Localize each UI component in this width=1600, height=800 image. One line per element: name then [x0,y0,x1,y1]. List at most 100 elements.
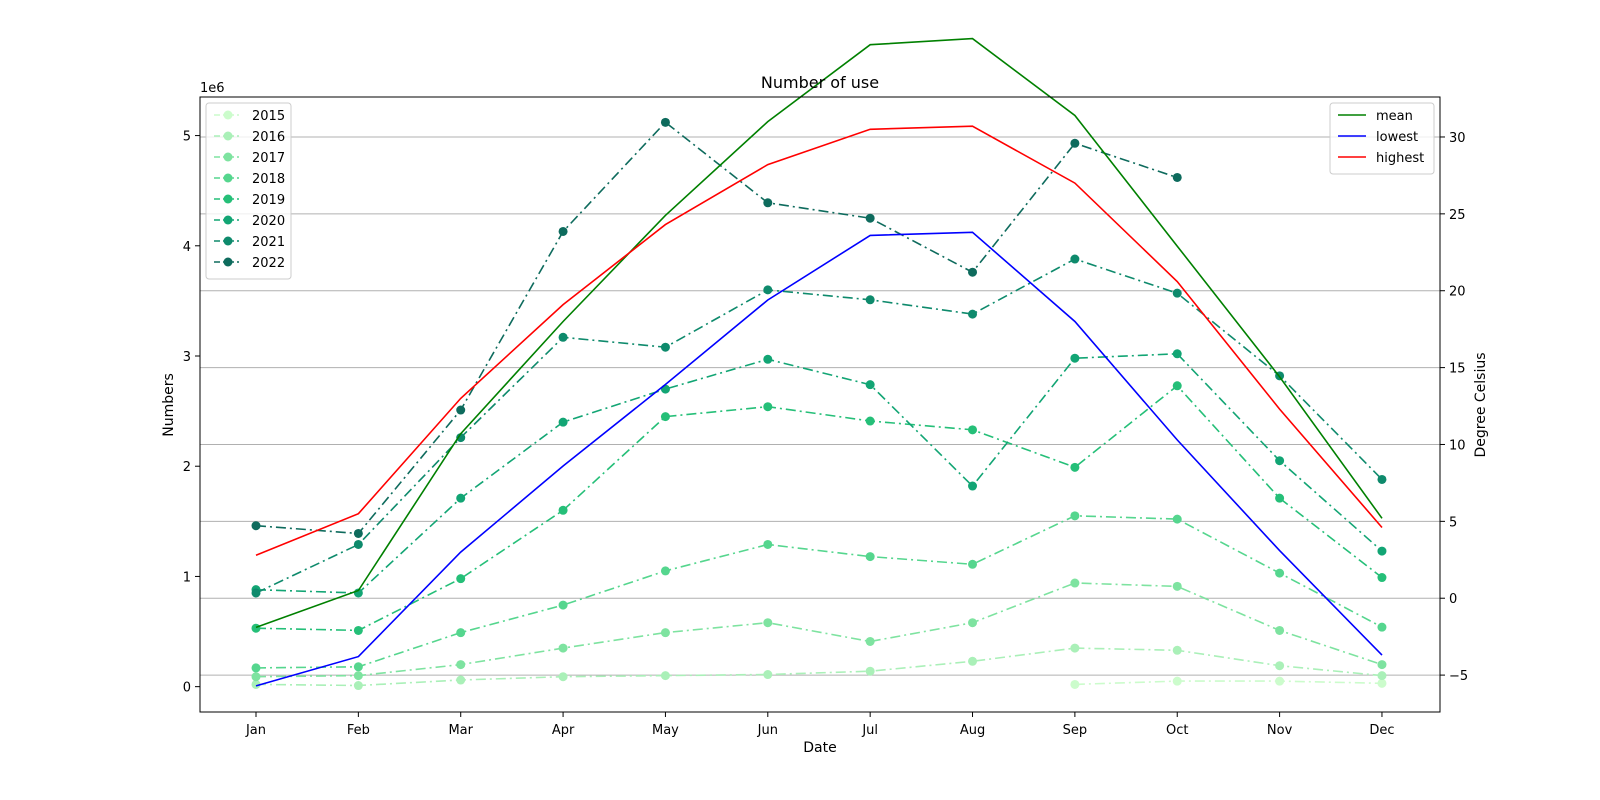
legend-marker [223,110,233,120]
point-2018 [353,662,363,672]
legend-label: mean [1376,109,1413,124]
point-2020 [660,384,670,394]
point-2017 [1377,660,1387,670]
point-2021 [865,295,875,305]
legend-frame [205,102,292,280]
point-2021 [660,342,670,352]
legend-label: 2015 [252,109,285,124]
y-tick-label: 2 [183,460,191,475]
point-2018 [763,539,773,549]
legend-marker [223,236,233,246]
point-2022 [968,267,978,277]
legend-label: 2019 [252,193,285,208]
point-2019 [456,574,466,584]
series-line-2018 [255,514,1383,669]
point-2019 [1070,462,1080,472]
x-axis: Jan Feb Mar Apr May Jun Jul Aug Sep Oct Nov Dec [245,712,1395,738]
legend-label: 2020 [252,214,285,229]
point-2020 [558,417,568,427]
point-2019 [865,416,875,426]
legend-label: 2018 [252,172,285,187]
legend-label: 2016 [252,130,285,145]
y-right-tick-label: 30 [1449,131,1466,146]
legend-marker [223,131,233,141]
point-2017 [353,671,363,681]
legend-years: 2015 2016 2017 2018 2019 2020 2021 2022 [205,102,292,280]
point-2019 [763,402,773,412]
y-tick-label: 3 [183,350,191,365]
x-tick-label: Dec [1369,723,1394,738]
point-2020 [763,354,773,364]
point-2019 [660,412,670,422]
legend-marker [223,173,233,183]
point-2017 [1070,578,1080,588]
point-2019 [1377,573,1387,583]
point-2017 [660,628,670,638]
x-tick-label: Apr [552,723,575,738]
point-2021 [1070,254,1080,264]
point-2020 [1275,456,1285,466]
y-axis-right: −5 0 5 10 15 20 25 30 [1440,131,1468,684]
x-tick-label: Jul [861,723,878,738]
y-right-tick-label: 10 [1449,438,1466,453]
legend-temperature: mean lowest highest [1329,102,1435,175]
point-2021 [763,285,773,295]
x-tick-label: Jan [245,723,266,738]
y-axis-left: 0 1 2 3 4 5 [183,130,200,696]
point-2018 [456,628,466,638]
point-2016 [353,681,363,691]
point-2022 [251,521,261,531]
y-axis-title: Numbers [161,373,177,437]
point-2017 [1275,625,1285,635]
point-2018 [1070,511,1080,521]
point-2019 [968,425,978,435]
point-2017 [763,618,773,628]
point-2019 [251,623,261,633]
point-2015 [1377,678,1387,688]
legend-label: 2017 [252,151,285,166]
point-2015 [1172,676,1182,686]
point-2019 [1172,381,1182,391]
series-line-2015 [1074,680,1383,686]
y-right-tick-label: 25 [1449,208,1466,223]
point-2018 [968,559,978,569]
point-2016 [968,656,978,666]
point-2022 [763,198,773,208]
point-2017 [968,618,978,628]
x-tick-label: Mar [448,723,473,738]
point-2022 [1070,138,1080,148]
point-2016 [1275,661,1285,671]
point-2021 [968,309,978,319]
legend-marker [223,152,233,162]
point-2022 [1172,172,1182,182]
point-2022 [456,405,466,415]
y-tick-label: 4 [183,240,191,255]
point-2016 [1377,671,1387,681]
point-2020 [1377,546,1387,556]
x-tick-label: Aug [960,723,985,738]
chart-title: Number of use [761,73,879,92]
y-tick-label: 5 [183,130,191,145]
legend-label: 2022 [252,256,285,271]
y-tick-label: 1 [183,570,191,585]
point-2020 [968,481,978,491]
grid-layer [200,136,1440,676]
legend-label: 2021 [252,235,285,250]
point-2020 [1070,353,1080,363]
x-tick-label: May [652,723,679,738]
legend-label: highest [1376,151,1424,166]
point-2021 [1172,288,1182,298]
x-tick-label: Oct [1166,723,1188,738]
point-2017 [1172,581,1182,591]
point-2020 [865,380,875,390]
legend-marker [223,257,233,267]
point-2021 [1377,474,1387,484]
x-axis-title: Date [803,740,836,756]
point-2022 [865,213,875,223]
point-2020 [1172,349,1182,359]
point-2018 [558,600,568,610]
x-tick-label: Sep [1063,723,1088,738]
point-2016 [660,671,670,681]
y-right-tick-label: −5 [1449,669,1468,684]
x-tick-label: Nov [1267,723,1293,738]
